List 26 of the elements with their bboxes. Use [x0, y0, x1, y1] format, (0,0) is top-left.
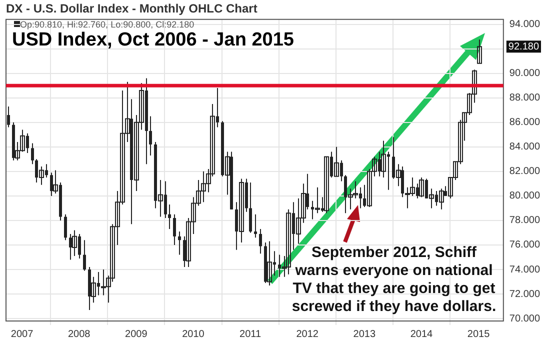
text: USD Index, Oct 2006 - Jan 2015 [12, 29, 294, 50]
x-tick-label: 2015 [467, 328, 490, 340]
x-tick-label: 2012 [296, 328, 319, 340]
y-tick-label: 80.000 [509, 190, 540, 202]
x-tick-label: 2007 [10, 328, 34, 340]
x-tick-label: 2009 [125, 328, 148, 340]
text: 92.180 [508, 41, 540, 52]
y-tick-label: 86.000 [509, 117, 540, 128]
y-tick-label: 88.000 [509, 92, 540, 104]
annotation: September 2012, Schiff warns everyone on national TV that they are going to get screwed if they have dollars. [292, 244, 496, 315]
x-tick-label: 2011 [240, 328, 262, 340]
y-tick-label: 74.000 [509, 264, 540, 276]
y-tick-label: 70.000 [509, 313, 540, 324]
y-tick-label: 78.000 [509, 215, 540, 226]
chart-title: DX - U.S. Dollar Index - Monthly OHLC Chart [6, 2, 258, 16]
x-tick-label: 2014 [410, 328, 434, 340]
y-tick-label: 76.000 [509, 240, 540, 251]
y-tick-label: 72.000 [509, 288, 540, 300]
y-tick-label: 82.000 [509, 166, 540, 178]
x-tick-label: 2008 [68, 328, 91, 340]
x-tick-label: 2013 [353, 328, 376, 340]
annotation: Op:90.810, Hi:92.760, Lo:90.800, Cl:92.180 [20, 19, 194, 30]
y-tick-label: 90.000 [509, 68, 540, 80]
y-tick-label: 94.000 [509, 19, 540, 30]
y-tick-label: 84.000 [509, 142, 540, 153]
x-tick-label: 2010 [182, 328, 205, 340]
